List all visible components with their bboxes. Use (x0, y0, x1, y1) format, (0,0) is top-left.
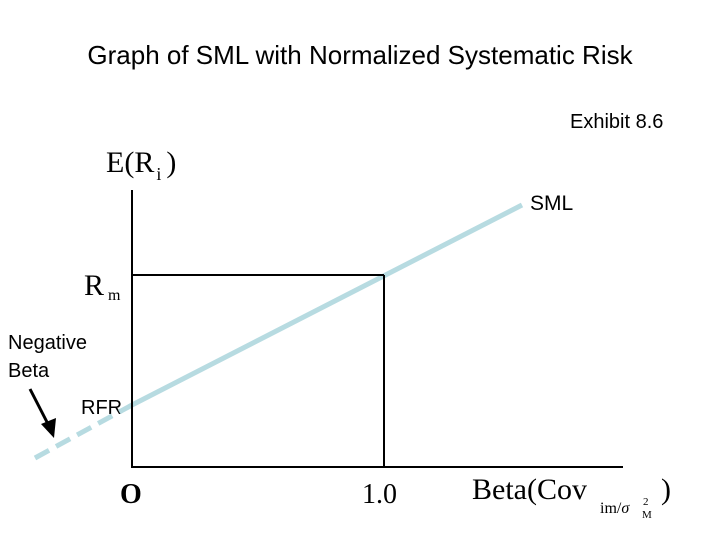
sml-negative-beta-segment (33, 402, 134, 461)
arrow-head-icon (41, 418, 56, 438)
exhibit-label: Exhibit 8.6 (570, 111, 664, 133)
x-axis-label-superscript: 2 (643, 496, 649, 508)
negative-beta-arrow (28, 388, 51, 427)
beta-one-label: 1.0 (362, 479, 397, 510)
sml-label: SML (530, 192, 574, 215)
x-axis-label-subscript-m: M (642, 509, 652, 521)
negative-beta-label-line2: Beta (8, 360, 50, 382)
x-axis-label: Beta(Cov (472, 473, 587, 506)
x-axis-label-subscript: im/σ (600, 500, 630, 517)
x-axis-label-close: ) (661, 473, 671, 506)
negative-beta-label-line1: Negative (8, 332, 87, 354)
origin-label: O (120, 479, 142, 510)
rfr-label: RFR (81, 397, 123, 419)
diagram-title: Graph of SML with Normalized Systematic … (87, 40, 633, 70)
y-axis-label: E(R i) (106, 146, 176, 184)
sml-line (130, 202, 524, 408)
